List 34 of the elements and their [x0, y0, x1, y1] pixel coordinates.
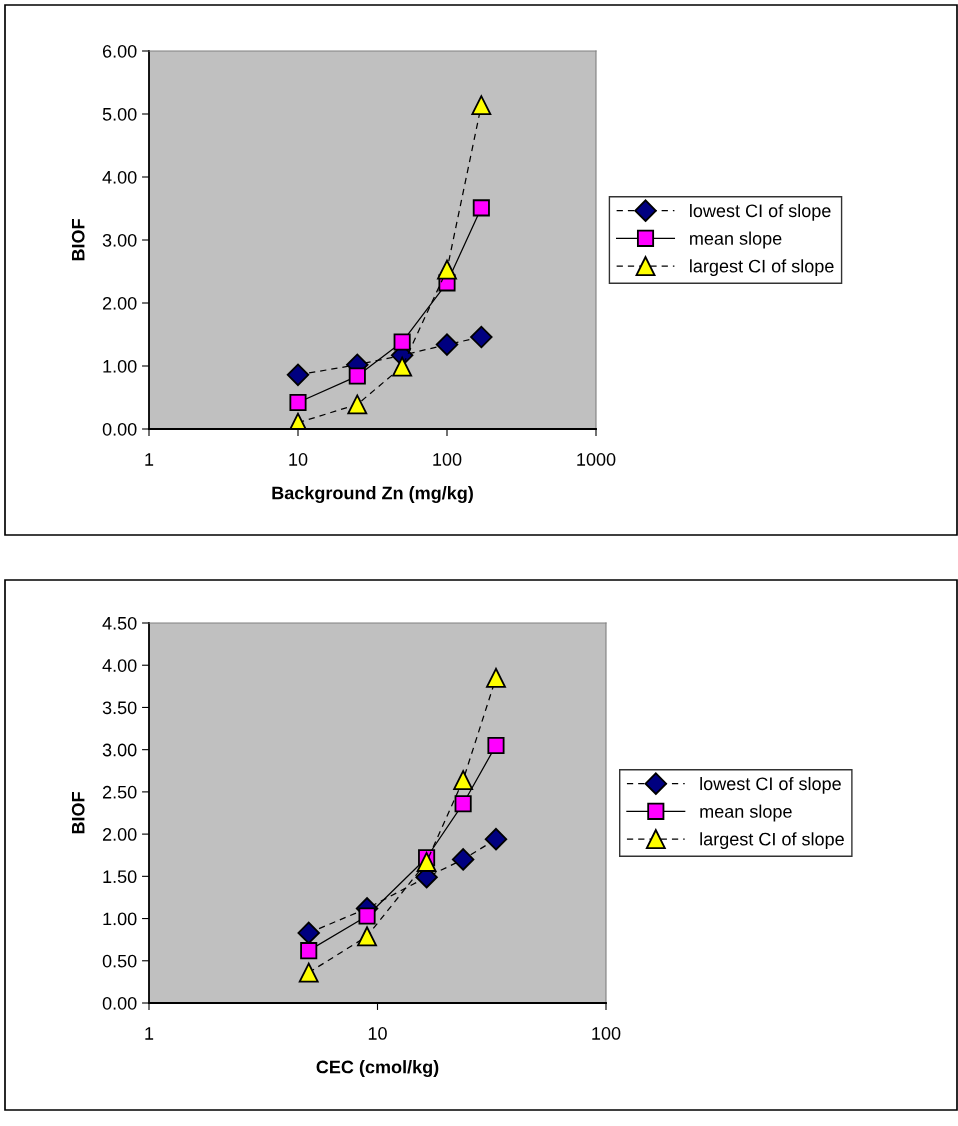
y-tick-label: 1.50 [103, 870, 137, 884]
x-tick-label: 1 [145, 1027, 154, 1040]
y-tick-label: 4.50 [102, 616, 137, 630]
x-tick-label: 100 [592, 1027, 621, 1040]
legend-label: lowest CI of slope [690, 203, 831, 221]
x-tick-label: 10 [289, 453, 308, 466]
y-tick-label: 2.00 [102, 828, 137, 841]
y-tick-label: 3.50 [102, 701, 137, 715]
legend-label: largest CI of slope [700, 832, 844, 850]
y-tick-label: 1.00 [103, 912, 137, 926]
y-tick-label: 0.00 [102, 996, 137, 1010]
y-tick-label: 3.00 [102, 743, 137, 757]
x-tick-label: 100 [433, 453, 462, 466]
y-tick-label: 2.00 [102, 296, 137, 310]
x-tick-label: 1000 [577, 453, 616, 466]
x-tick-label: 1 [145, 453, 154, 466]
y-tick-label: 6.00 [102, 44, 137, 58]
y-tick-label: 0.00 [102, 422, 137, 436]
legend-label: mean slope [700, 804, 792, 822]
x-axis-title: CEC (cmol/kg) [316, 1060, 439, 1078]
legend-label: largest CI of slope [690, 259, 834, 277]
y-tick-label: 0.50 [102, 954, 137, 968]
y-tick-label: 3.00 [102, 233, 137, 247]
legend-label: mean slope [690, 231, 782, 249]
y-tick-label: 2.50 [102, 785, 137, 799]
y-tick-label: 5.00 [102, 107, 137, 121]
y-axis-title: BIOF [71, 792, 85, 834]
y-tick-label: 4.00 [102, 170, 137, 184]
x-axis-title: Background Zn (mg/kg) [272, 486, 473, 504]
y-axis-title: BIOF [71, 219, 85, 261]
y-tick-label: 1.00 [103, 359, 137, 373]
y-tick-label: 4.00 [102, 659, 137, 672]
legend-label: lowest CI of slope [700, 776, 841, 794]
x-tick-label: 10 [368, 1027, 387, 1040]
